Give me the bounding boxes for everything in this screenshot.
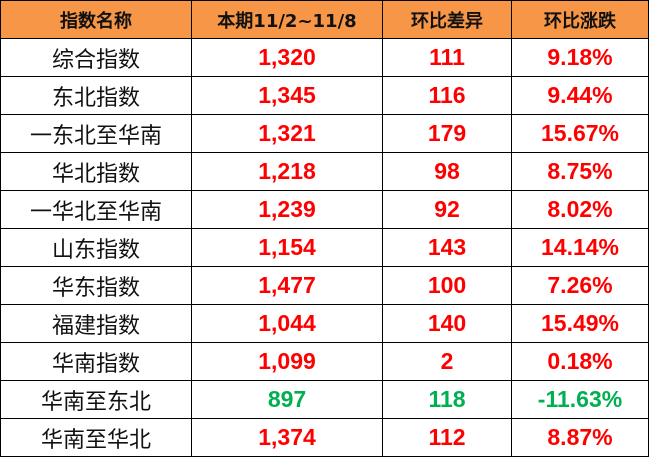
table-row: 华南至华北 1,374 112 8.87% — [0, 418, 649, 457]
header-wow-diff: 环比差异 — [382, 0, 512, 39]
table-body: 综合指数 1,320 111 9.18% 东北指数 1,345 116 9.44% 一东北至华南… — [0, 38, 649, 457]
wow-change-cell: 14.14% — [511, 228, 649, 267]
header-current-period: 本期11/2~11/8 — [191, 0, 383, 39]
wow-diff-cell: 179 — [382, 114, 512, 153]
header-index-name: 指数名称 — [0, 0, 192, 39]
wow-change-cell: 9.18% — [511, 38, 649, 77]
wow-diff-cell: 116 — [382, 76, 512, 115]
wow-change-cell: 7.26% — [511, 266, 649, 305]
current-value-cell: 1,321 — [191, 114, 383, 153]
current-value-cell: 897 — [191, 380, 383, 419]
wow-change-cell: 0.18% — [511, 342, 649, 381]
index-name-cell: 华北指数 — [0, 152, 192, 191]
table-row: 山东指数 1,154 143 14.14% — [0, 228, 649, 267]
header-wow-change: 环比涨跌 — [511, 0, 649, 39]
wow-change-cell: 15.49% — [511, 304, 649, 343]
wow-change-cell: 9.44% — [511, 76, 649, 115]
wow-diff-cell: 98 — [382, 152, 512, 191]
index-name-cell: 一东北至华南 — [0, 114, 192, 153]
index-name-cell: 东北指数 — [0, 76, 192, 115]
current-value-cell: 1,477 — [191, 266, 383, 305]
current-value-cell: 1,154 — [191, 228, 383, 267]
index-name-cell: 一华北至华南 — [0, 190, 192, 229]
table-row: 华南至东北 897 118 -11.63% — [0, 380, 649, 419]
index-name-cell: 综合指数 — [0, 38, 192, 77]
wow-diff-cell: 118 — [382, 380, 512, 419]
wow-change-cell: 8.75% — [511, 152, 649, 191]
index-name-cell: 福建指数 — [0, 304, 192, 343]
current-value-cell: 1,374 — [191, 418, 383, 457]
index-name-cell: 华南至华北 — [0, 418, 192, 457]
wow-diff-cell: 2 — [382, 342, 512, 381]
current-value-cell: 1,345 — [191, 76, 383, 115]
index-name-cell: 华南指数 — [0, 342, 192, 381]
table-row: 福建指数 1,044 140 15.49% — [0, 304, 649, 343]
current-value-cell: 1,218 — [191, 152, 383, 191]
wow-change-cell: 8.02% — [511, 190, 649, 229]
table-row: 华东指数 1,477 100 7.26% — [0, 266, 649, 305]
table-row: 综合指数 1,320 111 9.18% — [0, 38, 649, 77]
table-row: 一东北至华南 1,321 179 15.67% — [0, 114, 649, 153]
wow-diff-cell: 112 — [382, 418, 512, 457]
wow-change-cell: 8.87% — [511, 418, 649, 457]
wow-diff-cell: 143 — [382, 228, 512, 267]
wow-diff-cell: 140 — [382, 304, 512, 343]
current-value-cell: 1,320 — [191, 38, 383, 77]
wow-diff-cell: 100 — [382, 266, 512, 305]
wow-change-cell: -11.63% — [511, 380, 649, 419]
header-row: 指数名称 本期11/2~11/8 环比差异 环比涨跌 — [0, 0, 649, 39]
current-value-cell: 1,099 — [191, 342, 383, 381]
current-value-cell: 1,239 — [191, 190, 383, 229]
wow-diff-cell: 92 — [382, 190, 512, 229]
index-name-cell: 华东指数 — [0, 266, 192, 305]
table-row: 东北指数 1,345 116 9.44% — [0, 76, 649, 115]
wow-diff-cell: 111 — [382, 38, 512, 77]
table-row: 华南指数 1,099 2 0.18% — [0, 342, 649, 381]
index-name-cell: 山东指数 — [0, 228, 192, 267]
table-row: 一华北至华南 1,239 92 8.02% — [0, 190, 649, 229]
current-value-cell: 1,044 — [191, 304, 383, 343]
wow-change-cell: 15.67% — [511, 114, 649, 153]
index-name-cell: 华南至东北 — [0, 380, 192, 419]
table-row: 华北指数 1,218 98 8.75% — [0, 152, 649, 191]
